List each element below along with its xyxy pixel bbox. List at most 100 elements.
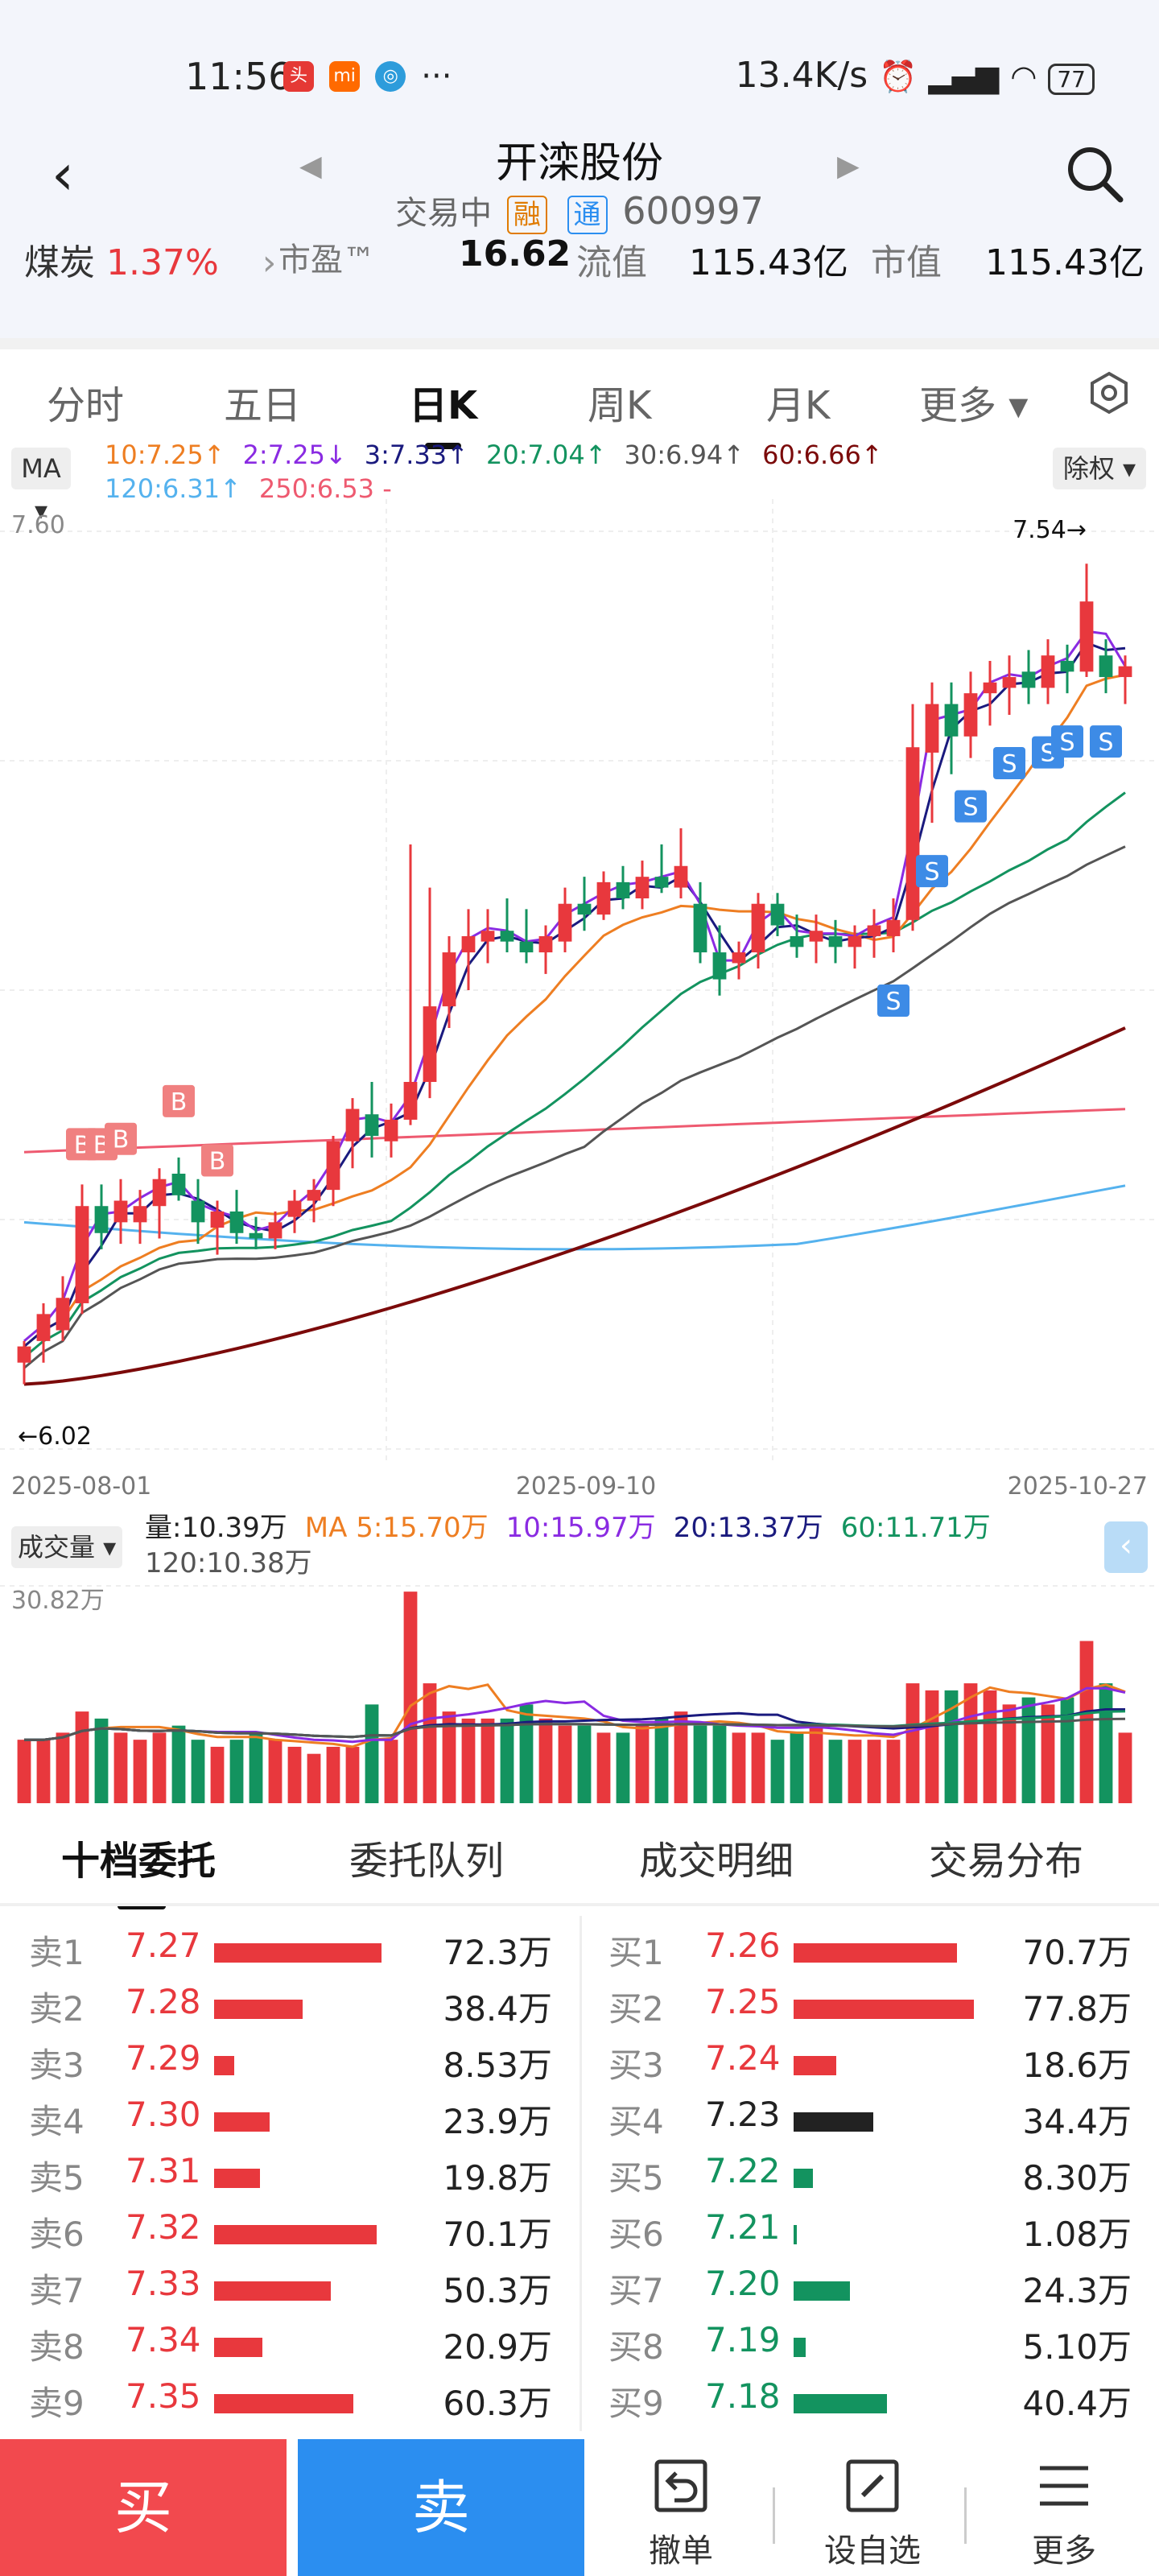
candle-body[interactable] xyxy=(905,747,920,920)
prev-stock-icon[interactable]: ◀ xyxy=(299,150,322,183)
candle-body[interactable] xyxy=(152,1179,167,1207)
tab-intraday[interactable]: 分时 xyxy=(47,383,125,428)
sell-level-row[interactable]: 卖5 7.31 19.8万 xyxy=(29,2151,552,2207)
buy-level-row[interactable]: 买3 7.24 18.6万 xyxy=(608,2038,1132,2095)
candle-body[interactable] xyxy=(809,931,823,942)
candle-body[interactable] xyxy=(326,1141,340,1191)
buy-level-row[interactable]: 买7 7.20 24.3万 xyxy=(608,2264,1132,2320)
candle-body[interactable] xyxy=(770,903,785,926)
candle-body[interactable] xyxy=(307,1190,321,1201)
candle-body[interactable] xyxy=(1002,677,1017,688)
candle-body[interactable] xyxy=(481,931,495,942)
candle-body[interactable] xyxy=(191,1200,205,1223)
tab-more[interactable]: 更多 ▾ xyxy=(919,383,1029,428)
candle-body[interactable] xyxy=(423,1006,437,1082)
candle-body[interactable] xyxy=(1118,666,1132,678)
candle-body[interactable] xyxy=(133,1206,147,1223)
candle-body[interactable] xyxy=(828,935,843,947)
sector-info[interactable]: 煤炭 1.37% › xyxy=(24,242,277,283)
candle-body[interactable] xyxy=(963,693,978,737)
candle-body[interactable] xyxy=(674,865,688,888)
buy-button[interactable]: 买 xyxy=(0,2439,287,2576)
next-stock-icon[interactable]: ▶ xyxy=(837,150,860,183)
candle-body[interactable] xyxy=(751,903,765,953)
candle-body[interactable] xyxy=(577,903,592,915)
tab-five-day[interactable]: 五日 xyxy=(224,383,302,428)
candle-body[interactable] xyxy=(538,935,553,953)
volume-selector[interactable]: 成交量 ▾ xyxy=(11,1526,123,1568)
tab-weekly-k[interactable]: 周K xyxy=(588,383,652,428)
candle-body[interactable] xyxy=(519,941,534,953)
candle-body[interactable] xyxy=(732,952,746,964)
back-icon[interactable]: ‹ xyxy=(52,142,74,208)
tab-daily-k[interactable]: 日K xyxy=(409,374,477,449)
candle-body[interactable] xyxy=(867,925,881,936)
candle-body[interactable] xyxy=(558,903,572,942)
candle-body[interactable] xyxy=(1060,660,1074,672)
more-button[interactable]: 更多 xyxy=(992,2455,1136,2571)
candle-body[interactable] xyxy=(616,881,630,898)
candle-body[interactable] xyxy=(171,1174,186,1195)
candle-body[interactable] xyxy=(249,1232,263,1239)
candle-body[interactable] xyxy=(944,704,959,737)
tab-ten-level[interactable]: 十档委托 xyxy=(61,1829,216,1909)
sell-button[interactable]: 卖 xyxy=(298,2439,584,2576)
ex-rights-selector[interactable]: 除权 ▾ xyxy=(1053,448,1146,489)
tab-trade-distribution[interactable]: 交易分布 xyxy=(929,1839,1084,1884)
candle-body[interactable] xyxy=(596,881,611,915)
tab-trade-detail[interactable]: 成交明细 xyxy=(639,1839,794,1884)
candle-body[interactable] xyxy=(1099,655,1113,678)
candle-body[interactable] xyxy=(1041,655,1055,688)
candle-body[interactable] xyxy=(365,1114,379,1137)
settings-icon[interactable] xyxy=(1085,369,1133,420)
candle-body[interactable] xyxy=(983,682,997,694)
candle-body[interactable] xyxy=(654,877,669,888)
buy-level-row[interactable]: 买2 7.25 77.8万 xyxy=(608,1982,1132,2038)
candle-body[interactable] xyxy=(693,903,707,953)
add-watchlist-button[interactable]: 设自选 xyxy=(800,2455,945,2571)
sell-level-row[interactable]: 卖9 7.35 60.3万 xyxy=(29,2376,552,2433)
candle-body[interactable] xyxy=(345,1108,360,1141)
ma-selector[interactable]: MA ▾ xyxy=(11,448,71,526)
candle-body[interactable] xyxy=(925,704,939,753)
candle-body[interactable] xyxy=(384,1119,398,1141)
buy-level-row[interactable]: 买5 7.22 8.30万 xyxy=(608,2151,1132,2207)
candle-body[interactable] xyxy=(1079,601,1094,672)
candle-body[interactable] xyxy=(848,935,862,947)
sell-level-row[interactable]: 卖3 7.29 8.53万 xyxy=(29,2038,552,2095)
collapse-icon[interactable]: ‹ xyxy=(1104,1521,1148,1573)
candle-body[interactable] xyxy=(229,1211,244,1233)
buy-level-row[interactable]: 买4 7.23 34.4万 xyxy=(608,2095,1132,2151)
volume-chart[interactable]: 30.82万 xyxy=(0,1497,1159,1835)
candle-body[interactable] xyxy=(17,1346,31,1363)
buy-level-row[interactable]: 买9 7.18 40.4万 xyxy=(608,2376,1132,2433)
sell-level-row[interactable]: 卖6 7.32 70.1万 xyxy=(29,2207,552,2264)
tab-order-queue[interactable]: 委托队列 xyxy=(349,1839,505,1884)
buy-level-row[interactable]: 买8 7.19 5.10万 xyxy=(608,2320,1132,2376)
sell-level-row[interactable]: 卖7 7.33 50.3万 xyxy=(29,2264,552,2320)
buy-level-row[interactable]: 买1 7.26 70.7万 xyxy=(608,1926,1132,1982)
candle-body[interactable] xyxy=(36,1314,51,1341)
candle-body[interactable] xyxy=(210,1211,225,1228)
cancel-order-button[interactable]: 撤单 xyxy=(608,2455,753,2571)
candle-body[interactable] xyxy=(287,1200,302,1217)
candle-body[interactable] xyxy=(712,952,727,980)
sell-level-row[interactable]: 卖4 7.30 23.9万 xyxy=(29,2095,552,2151)
candle-body[interactable] xyxy=(56,1298,70,1331)
tab-monthly-k[interactable]: 月K xyxy=(766,383,831,428)
search-icon[interactable] xyxy=(1062,142,1127,209)
sell-level-row[interactable]: 卖1 7.27 72.3万 xyxy=(29,1926,552,1982)
candle-body[interactable] xyxy=(886,919,901,936)
candle-body[interactable] xyxy=(442,952,456,1007)
candle-body[interactable] xyxy=(268,1222,283,1239)
candle-body[interactable] xyxy=(500,931,514,942)
candle-body[interactable] xyxy=(403,1082,418,1120)
sell-level-row[interactable]: 卖2 7.28 38.4万 xyxy=(29,1982,552,2038)
buy-level-row[interactable]: 买6 7.21 1.08万 xyxy=(608,2207,1132,2264)
candle-body[interactable] xyxy=(75,1206,89,1303)
candle-body[interactable] xyxy=(790,935,804,947)
candle-body[interactable] xyxy=(461,935,476,953)
candle-body[interactable] xyxy=(94,1206,109,1233)
candle-body[interactable] xyxy=(113,1200,128,1223)
